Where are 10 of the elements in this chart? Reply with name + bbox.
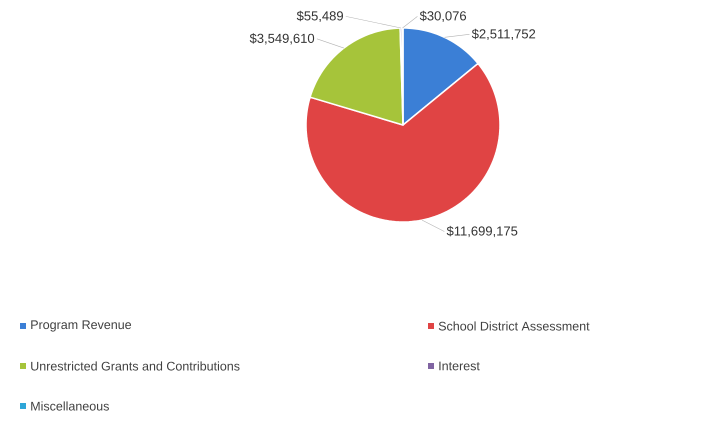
data-label: $3,549,610	[250, 33, 314, 44]
legend-label: Miscellaneous	[31, 401, 109, 411]
legend-label: Unrestricted Grants and Contributions	[31, 361, 240, 371]
data-label: $55,489	[296, 10, 343, 22]
data-label: $30,076	[420, 10, 466, 22]
legend-label: School District Assessment	[438, 321, 590, 331]
data-label: $11,699,175	[446, 226, 518, 238]
legend-label: Interest	[439, 362, 480, 370]
legend-label: Program Revenue	[31, 320, 132, 332]
data-label: $2,511,752	[472, 28, 536, 40]
